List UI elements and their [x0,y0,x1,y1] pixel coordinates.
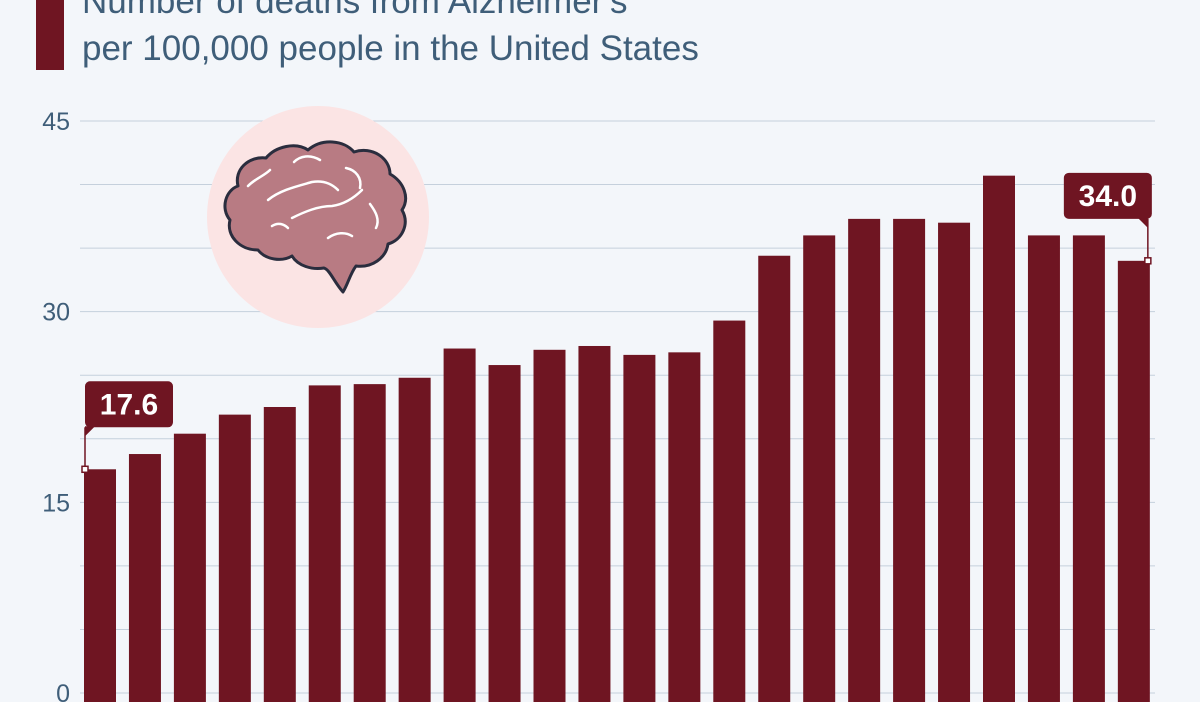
callout-pointer [85,426,95,437]
callout: 34.0 [1063,172,1152,265]
chart-title-line1: Number of deaths from Alzheimer's [82,0,628,21]
title-accent-bar [36,0,64,70]
bar [443,348,476,702]
bar [488,365,521,702]
bar [938,222,971,702]
bar [983,175,1015,702]
callout-marker [1144,257,1152,265]
bar [308,385,341,702]
y-tick-label: 30 [42,299,70,327]
bar [713,320,746,702]
bar [578,345,611,702]
bar [893,218,926,702]
callout-marker [81,465,89,474]
bar [353,384,386,702]
brain-fold-7 [326,232,354,240]
bar [623,354,656,702]
bars [84,175,1150,702]
bar [533,349,566,702]
y-tick-label: 0 [56,680,70,702]
brain-fold-2 [292,155,322,164]
bar [1117,260,1150,702]
bar [84,469,116,702]
bar [758,255,791,702]
bar [1027,235,1060,702]
bar [1072,235,1105,702]
callout-label: 34.0 [1079,180,1137,213]
callout: 17.6 [81,381,173,474]
callout-label: 17.6 [100,388,158,421]
brain-fold-4 [266,180,340,202]
bar [848,218,881,702]
grid-lines [80,120,1155,694]
bar [803,235,836,702]
callout-pointer [1137,217,1148,228]
bar [263,407,296,702]
brain-fold-5 [290,188,364,220]
bar [668,352,701,702]
chart-title: Number of deaths from Alzheimer's per 10… [82,0,699,72]
brain-fold-6 [368,202,379,230]
bar [218,414,251,702]
bar [398,377,431,702]
bar [173,433,206,702]
callouts: 17.6 34.0 [81,172,1152,474]
callout-box [85,381,173,428]
y-tick-label: 45 [42,108,70,136]
brain-fold-1 [246,168,272,188]
brain-fold-3 [344,166,362,190]
callout-box [1063,172,1152,219]
bar [128,454,161,702]
brain-fold-8 [270,222,290,230]
brain-icon [207,106,429,328]
chart-title-line2: per 100,000 people in the United States [82,29,699,68]
y-tick-label: 15 [42,489,70,517]
y-axis-ticks: 0 15 30 45 [42,108,70,702]
